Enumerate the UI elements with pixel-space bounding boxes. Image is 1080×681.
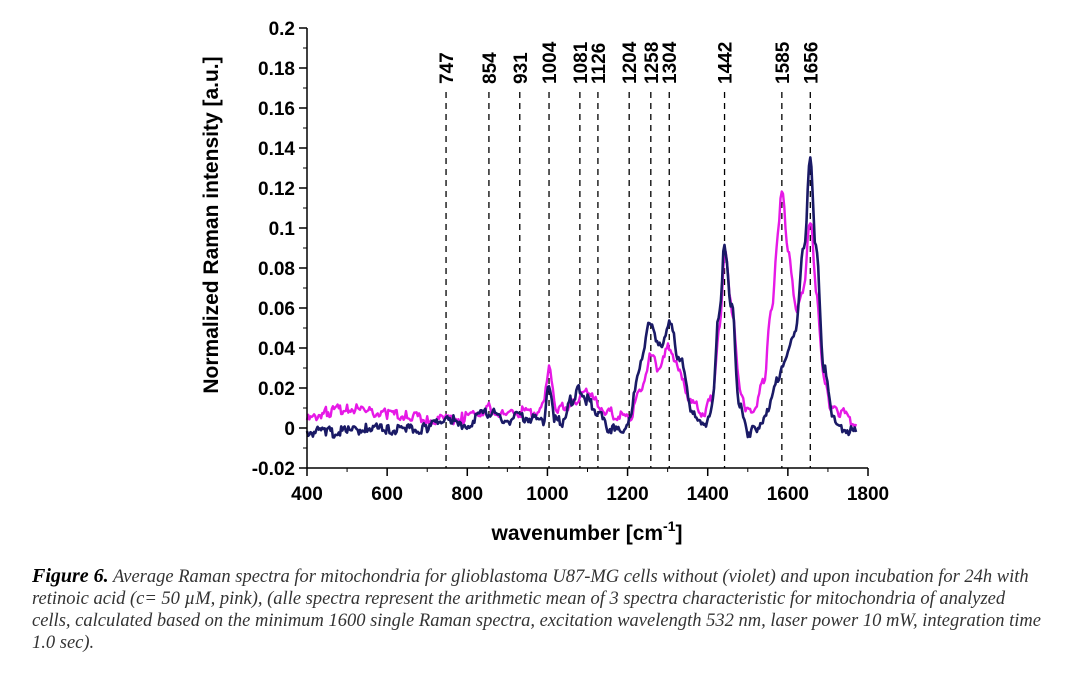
- axes: -0.02 0 0.02 0.04 0.06 0.08 0.1 0.12 0.14 0.16 0.1…: [252, 19, 889, 505]
- peak-label: 1004: [540, 41, 561, 84]
- y-tick-label: 0: [284, 419, 295, 440]
- peak-label: 1656: [801, 42, 822, 84]
- x-tick-label: 1200: [606, 484, 648, 505]
- y-tick-label: 0.14: [258, 139, 295, 160]
- peak-label: 1258: [642, 42, 663, 84]
- y-tick-label: 0.16: [258, 99, 295, 120]
- y-tick-label: 0.02: [258, 379, 295, 400]
- peak-label: 1126: [589, 43, 610, 84]
- x-tick-label: 600: [371, 484, 403, 505]
- y-tick-label: 0.18: [258, 59, 295, 80]
- y-tick-label: 0.2: [269, 19, 295, 40]
- y-tick-label: 0.12: [258, 179, 295, 200]
- x-axis-title-end: ]: [676, 522, 683, 545]
- x-tick-label: 1000: [526, 484, 568, 505]
- peak-label: 1081: [571, 41, 592, 84]
- peak-label: 854: [480, 52, 501, 84]
- caption-text: Average Raman spectra for mitochondria f…: [32, 567, 1041, 653]
- y-axis-title: Normalized Raman intensity [a.u.]: [200, 56, 223, 393]
- peak-label: 1204: [620, 41, 641, 84]
- y-tick-label: -0.02: [252, 459, 295, 480]
- x-tick-label: 400: [291, 484, 323, 505]
- x-axis-title-main: wavenumber [cm: [490, 522, 663, 545]
- spectra-series: [305, 156, 858, 439]
- y-tick-label: 0.06: [258, 299, 295, 320]
- figure-caption: Figure 6. Average Raman spectra for mito…: [32, 565, 1042, 654]
- x-tick-label: 1400: [687, 484, 729, 505]
- x-axis-title: wavenumber [cm-1]: [490, 518, 682, 545]
- peak-label: 1304: [660, 41, 681, 84]
- x-axis-title-sup: -1: [663, 518, 676, 534]
- peak-label: 1442: [716, 42, 737, 84]
- peak-label: 1585: [773, 41, 794, 84]
- x-tick-label: 800: [451, 484, 483, 505]
- x-tick-label: 1600: [767, 484, 809, 505]
- spectrum-line-0: [305, 190, 858, 429]
- y-tick-label: 0.04: [258, 339, 295, 360]
- y-tick-label: 0.08: [258, 259, 295, 280]
- peak-label: 931: [511, 52, 532, 84]
- x-tick-label: 1800: [847, 484, 889, 505]
- y-tick-label: 0.1: [269, 219, 296, 240]
- peak-label: 747: [437, 52, 458, 84]
- spectrum-line-1: [305, 156, 858, 439]
- figure-label: Figure 6.: [32, 565, 109, 587]
